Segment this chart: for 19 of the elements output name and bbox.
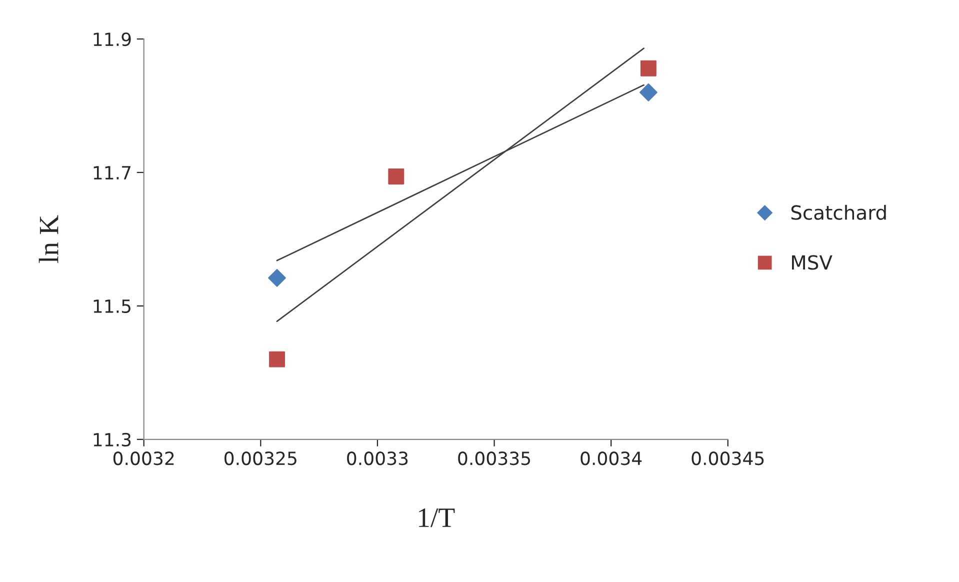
x-tick-label: 0.00325 <box>224 452 296 466</box>
point <box>388 168 404 184</box>
x-tick-label: 0.0033 <box>347 452 408 466</box>
x-tick-label: 0.0034 <box>580 452 642 466</box>
point <box>640 83 658 102</box>
point <box>268 268 286 287</box>
legend-label: MSV <box>792 255 832 270</box>
x-tick-label: 0.00335 <box>458 452 530 466</box>
x-tick-label: 0.00345 <box>692 452 764 466</box>
y-tick-label: 11.3 <box>94 432 131 447</box>
y-tick-label: 11.5 <box>94 300 130 314</box>
y-tick-label: 11.7 <box>94 166 130 180</box>
x-axis-title: 1/T <box>419 508 455 528</box>
x-tick-label: 0.0032 <box>113 452 174 466</box>
point <box>269 351 285 368</box>
y-axis-title: ln K <box>38 215 58 263</box>
y-tick-label: 11.9 <box>94 32 131 46</box>
legend-label: Scatchard <box>791 204 886 220</box>
point <box>640 60 656 76</box>
